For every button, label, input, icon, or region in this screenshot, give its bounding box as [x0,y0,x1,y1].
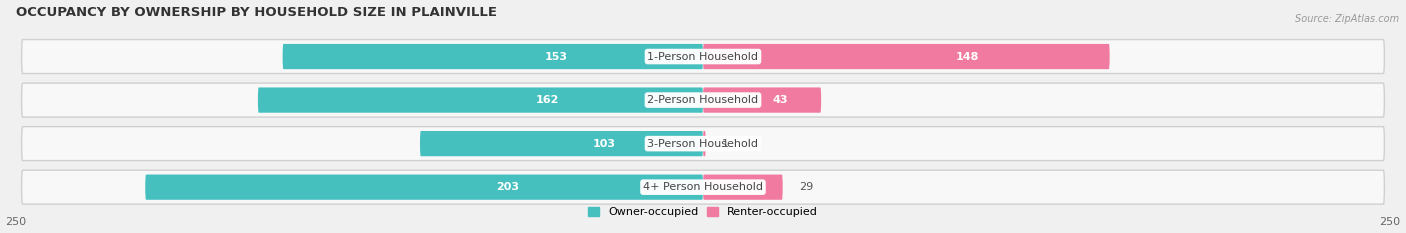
FancyBboxPatch shape [703,44,1109,69]
Text: 162: 162 [536,95,560,105]
Text: 29: 29 [799,182,814,192]
Text: 2-Person Household: 2-Person Household [647,95,759,105]
FancyBboxPatch shape [21,127,1385,161]
FancyBboxPatch shape [257,87,703,113]
Text: 203: 203 [496,182,519,192]
Text: OCCUPANCY BY OWNERSHIP BY HOUSEHOLD SIZE IN PLAINVILLE: OCCUPANCY BY OWNERSHIP BY HOUSEHOLD SIZE… [15,6,498,19]
Text: 43: 43 [772,95,787,105]
Text: 148: 148 [956,51,979,62]
FancyBboxPatch shape [420,131,703,156]
FancyBboxPatch shape [283,44,703,69]
FancyBboxPatch shape [145,175,703,200]
Text: 4+ Person Household: 4+ Person Household [643,182,763,192]
Text: 103: 103 [592,139,616,149]
FancyBboxPatch shape [21,40,1385,74]
Text: 153: 153 [544,51,568,62]
Legend: Owner-occupied, Renter-occupied: Owner-occupied, Renter-occupied [588,207,818,217]
Text: 1-Person Household: 1-Person Household [648,51,758,62]
Text: 1: 1 [723,139,730,149]
FancyBboxPatch shape [703,131,706,156]
FancyBboxPatch shape [703,87,821,113]
Text: Source: ZipAtlas.com: Source: ZipAtlas.com [1295,14,1399,24]
Text: 3-Person Household: 3-Person Household [648,139,758,149]
FancyBboxPatch shape [21,170,1385,204]
FancyBboxPatch shape [21,83,1385,117]
FancyBboxPatch shape [703,175,783,200]
